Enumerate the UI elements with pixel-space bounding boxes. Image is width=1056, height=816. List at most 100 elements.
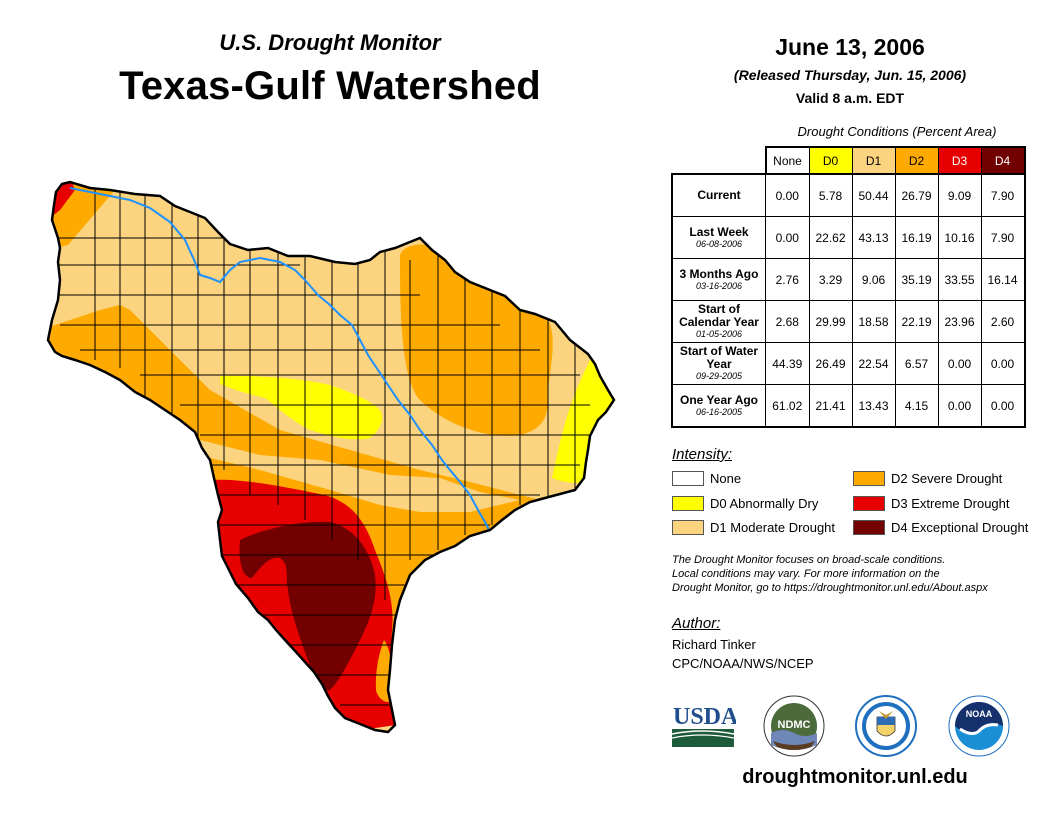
noaa-logo-text: NOAA xyxy=(966,709,993,719)
cell-d2: 26.79 xyxy=(894,173,939,217)
cell-d4: 7.90 xyxy=(980,173,1026,217)
cell-d4: 16.14 xyxy=(980,258,1026,301)
legend-swatch-d4 xyxy=(853,520,885,535)
note-line: The Drought Monitor focuses on broad-sca… xyxy=(672,554,946,566)
cell-d0: 5.78 xyxy=(808,173,853,217)
cell-d1: 18.58 xyxy=(851,300,896,343)
table-row-start-of-water-year: Start of Water Year 09-29-2005 44.39 26.4… xyxy=(671,342,1026,385)
table-row-current: Current 0.00 5.78 50.44 26.79 9.09 7.90 xyxy=(671,173,1026,217)
cell-d2: 22.19 xyxy=(894,300,939,343)
header-none: None xyxy=(764,146,810,175)
cell-d0: 21.41 xyxy=(808,384,853,428)
note-line: Drought Monitor, go to https://droughtmo… xyxy=(672,582,988,594)
department-of-commerce-logo xyxy=(855,695,917,757)
cell-d2: 6.57 xyxy=(894,342,939,385)
note-line: Local conditions may vary. For more info… xyxy=(672,568,940,580)
author-org: CPC/NOAA/NWS/NCEP xyxy=(672,656,814,671)
legend-label: D3 Extreme Drought xyxy=(891,496,1010,511)
row-label-text: Current xyxy=(697,188,741,202)
cell-d3: 33.55 xyxy=(937,258,982,301)
legend-swatch-d3 xyxy=(853,496,885,511)
row-label: Last Week 06-08-2006 xyxy=(671,216,766,259)
cell-d0: 26.49 xyxy=(808,342,853,385)
row-date: 03-16-2006 xyxy=(695,280,743,291)
drought-conditions-table: None D0 D1 D2 D3 D4 Current 0.00 5.78 50… xyxy=(671,146,1026,428)
d1-area-middle-band xyxy=(175,440,520,512)
row-label-text: Last Week xyxy=(689,224,749,239)
legend-item-d4: D4 Exceptional Drought xyxy=(853,520,1028,535)
cell-d3: 0.00 xyxy=(937,342,982,385)
legend-label: D0 Abnormally Dry xyxy=(710,496,819,511)
d0-area-east xyxy=(552,360,614,483)
row-label: One Year Ago 06-16-2005 xyxy=(671,384,766,428)
cell-d2: 16.19 xyxy=(894,216,939,259)
header-d4: D4 xyxy=(980,146,1026,175)
author-name: Richard Tinker xyxy=(672,637,756,652)
cell-none: 0.00 xyxy=(765,216,810,259)
ndmc-logo-text: NDMC xyxy=(778,719,811,731)
noaa-logo: NOAA xyxy=(948,695,1010,757)
cell-d1: 43.13 xyxy=(851,216,896,259)
legend-swatch-d0 xyxy=(672,496,704,511)
d0-area-central xyxy=(220,375,382,440)
row-label: Start of Calendar Year 01-05-2006 xyxy=(671,300,766,343)
cell-d4: 2.60 xyxy=(980,300,1026,343)
cell-none: 44.39 xyxy=(765,342,810,385)
cell-d1: 9.06 xyxy=(851,258,896,301)
row-label-text: Start of Calendar Year xyxy=(679,302,759,329)
header-d2: D2 xyxy=(894,146,939,175)
row-date: 01-05-2006 xyxy=(695,329,743,339)
county-boundaries xyxy=(55,185,590,706)
cell-d1: 22.54 xyxy=(851,342,896,385)
legend-swatch-none xyxy=(672,471,704,486)
table-row-3-months-ago: 3 Months Ago 03-16-2006 2.76 3.29 9.06 35… xyxy=(671,258,1026,301)
ndmc-logo: NDMC xyxy=(763,695,825,757)
legend-label: D2 Severe Drought xyxy=(891,471,1003,486)
d4-area-south xyxy=(239,521,376,691)
cell-d3: 0.00 xyxy=(937,384,982,428)
legend-item-d2: D2 Severe Drought xyxy=(853,471,1002,486)
cell-d4: 0.00 xyxy=(980,384,1026,428)
legend-swatch-d2 xyxy=(853,471,885,486)
header-d3: D3 xyxy=(937,146,982,175)
row-label: Current xyxy=(671,173,766,217)
legend-label: D1 Moderate Drought xyxy=(710,520,836,535)
cell-none: 61.02 xyxy=(765,384,810,428)
valid-date: June 13, 2006 xyxy=(775,34,925,60)
usda-logo: USDA xyxy=(672,704,736,747)
cell-d4: 7.90 xyxy=(980,216,1026,259)
valid-time: Valid 8 a.m. EDT xyxy=(795,90,905,106)
cell-d2: 35.19 xyxy=(894,258,939,301)
cell-d4: 0.00 xyxy=(980,342,1026,385)
table-row-start-of-calendar-year: Start of Calendar Year 01-05-2006 2.68 29… xyxy=(671,300,1026,343)
cell-d0: 22.62 xyxy=(808,216,853,259)
row-label-text: 3 Months Ago xyxy=(679,266,759,281)
cell-d1: 13.43 xyxy=(851,384,896,428)
legend-item-d1: D1 Moderate Drought xyxy=(672,520,835,535)
cell-d0: 3.29 xyxy=(808,258,853,301)
cell-d2: 4.15 xyxy=(894,384,939,428)
row-date: 06-16-2005 xyxy=(695,406,743,417)
table-header-row: None D0 D1 D2 D3 D4 xyxy=(672,146,1026,175)
map-title: Texas-Gulf Watershed xyxy=(119,64,541,108)
drought-map xyxy=(46,180,616,734)
release-date: (Released Thursday, Jun. 15, 2006) xyxy=(733,67,967,83)
legend-label: D4 Exceptional Drought xyxy=(891,520,1029,535)
cell-none: 2.76 xyxy=(765,258,810,301)
cell-none: 2.68 xyxy=(765,300,810,343)
legend-label: None xyxy=(710,471,742,486)
table-caption: Drought Conditions (Percent Area) xyxy=(797,124,997,139)
legend-item-d0: D0 Abnormally Dry xyxy=(672,496,818,511)
cell-none: 0.00 xyxy=(765,173,810,217)
cell-d0: 29.99 xyxy=(808,300,853,343)
row-date: 09-29-2005 xyxy=(695,371,743,381)
usda-logo-text: USDA xyxy=(673,704,736,730)
cell-d3: 9.09 xyxy=(937,173,982,217)
row-label: Start of Water Year 09-29-2005 xyxy=(671,342,766,385)
cell-d3: 23.96 xyxy=(937,300,982,343)
table-row-one-year-ago: One Year Ago 06-16-2005 61.02 21.41 13.43… xyxy=(671,384,1026,428)
disclaimer-note: The Drought Monitor focuses on broad-sca… xyxy=(672,553,1052,595)
map-subtitle: U.S. Drought Monitor xyxy=(219,30,441,55)
row-label: 3 Months Ago 03-16-2006 xyxy=(671,258,766,301)
row-label-text: Start of Water Year xyxy=(679,344,759,371)
